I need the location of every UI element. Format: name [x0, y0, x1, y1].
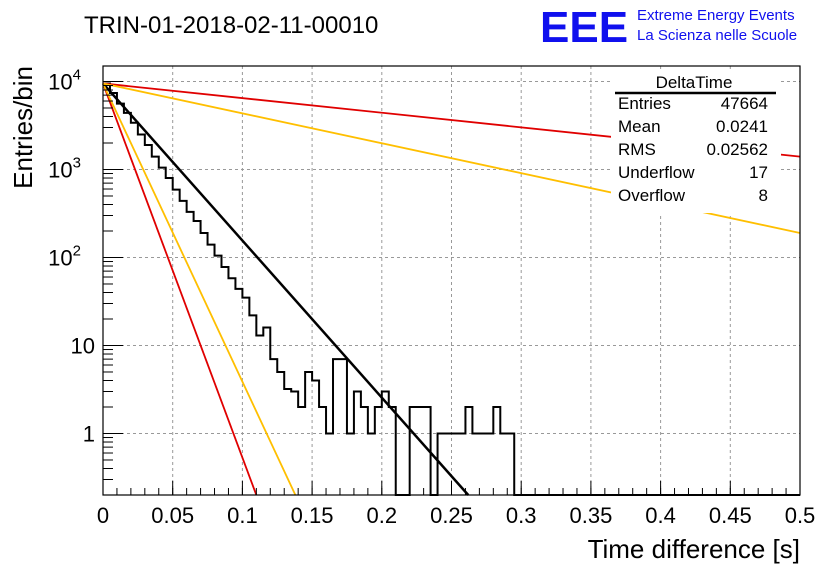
stats-value: 47664 [721, 94, 768, 113]
x-tick-label: 0.5 [785, 503, 816, 528]
logo-mark: EEE [540, 3, 628, 52]
x-tick-label: 0.35 [569, 503, 612, 528]
stats-value: 0.02562 [707, 140, 768, 159]
stats-value: 0.0241 [716, 117, 768, 136]
y-tick-label: 1 [83, 421, 95, 446]
experiment-logo: EEE Extreme Energy Events La Scienza nel… [540, 3, 797, 52]
stats-box-background [611, 71, 781, 213]
x-tick-label: 0.15 [291, 503, 334, 528]
stats-label: Mean [618, 117, 661, 136]
stats-label: Overflow [618, 186, 686, 205]
y-tick-labels: 1 10 102 103 104 [48, 66, 95, 446]
y-tick-label: 102 [48, 242, 81, 270]
x-tick-label: 0.1 [227, 503, 258, 528]
x-tick-label: 0.2 [367, 503, 398, 528]
y-tick-label: 104 [48, 66, 81, 94]
stats-label: RMS [618, 140, 656, 159]
y-tick-label: 10 [71, 333, 95, 358]
x-tick-labels: 0 0.05 0.1 0.15 0.2 0.25 0.3 0.35 0.4 0.45 0.5 [97, 503, 815, 528]
x-tick-label: 0.3 [506, 503, 537, 528]
x-axis-label: Time difference [s] [588, 534, 800, 564]
x-tick-label: 0 [97, 503, 109, 528]
y-tick-label: 103 [48, 154, 81, 182]
stats-value: 8 [759, 186, 768, 205]
stats-label: Underflow [618, 163, 695, 182]
logo-line-1: Extreme Energy Events [637, 7, 795, 24]
exponential-fit-curve [102, 83, 258, 496]
stats-title: DeltaTime [656, 73, 733, 92]
stats-value: 17 [749, 163, 768, 182]
x-tick-label: 0.4 [645, 503, 676, 528]
axis-ticks [102, 80, 801, 496]
y-axis-label: Entries/bin [8, 66, 38, 189]
x-tick-label: 0.45 [709, 503, 752, 528]
x-tick-label: 0.05 [151, 503, 194, 528]
exponential-fit-curve [102, 83, 297, 496]
stats-box: DeltaTime Entries 47664 Mean 0.0241 RMS … [611, 71, 781, 213]
x-tick-label: 0.25 [430, 503, 473, 528]
chart-title: TRIN-01-2018-02-11-00010 [84, 12, 378, 39]
stats-label: Entries [618, 94, 671, 113]
exponential-fit-curve [102, 82, 470, 496]
logo-line-2: La Scienza nelle Scuole [637, 27, 797, 44]
